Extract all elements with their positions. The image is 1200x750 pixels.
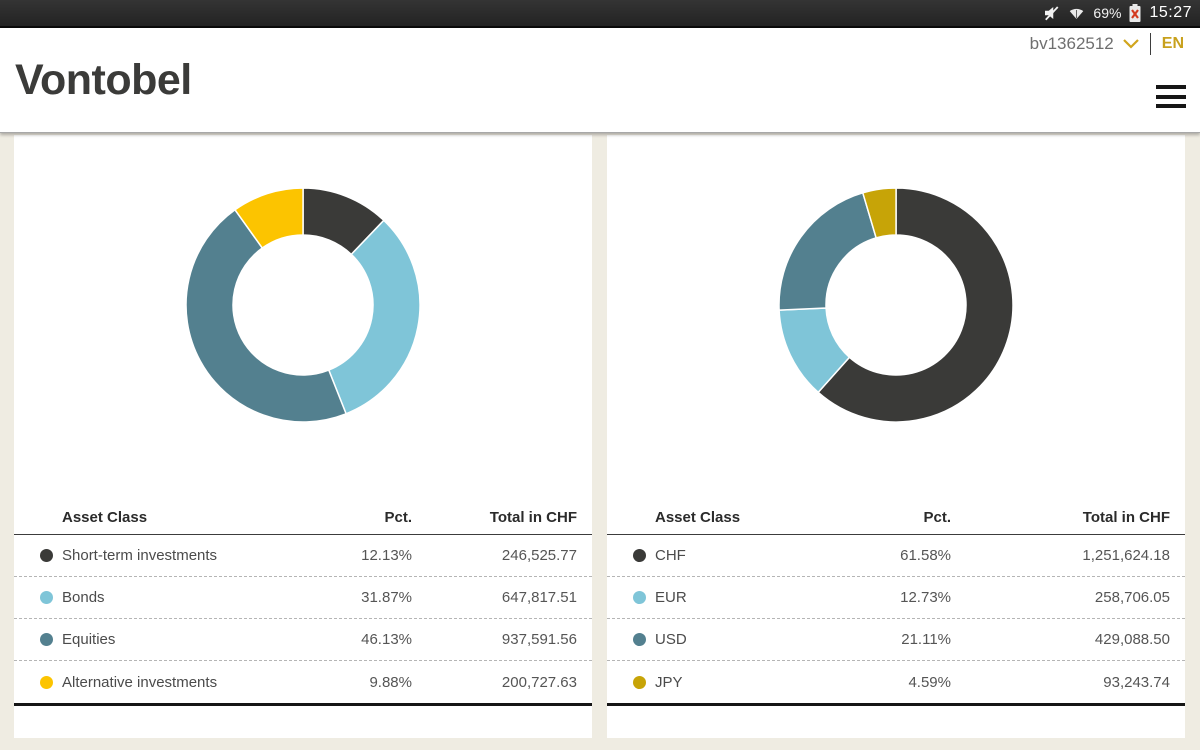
mute-icon [1042,4,1060,22]
row-label: EUR [655,589,687,606]
donut-segment [778,191,878,311]
table-row: Equities 46.13% 937,591.56 [14,619,592,661]
account-id-label: bv1362512 [1029,34,1114,53]
row-label: Bonds [62,589,105,606]
currency-card: Asset Class Pct. Total in CHF CHF 61.58% 1… [607,135,1185,738]
content-area: Asset Class Pct. Total in CHF Short-term… [0,133,1200,750]
row-pct: 4.59% [908,673,951,691]
column-header-pct: Pct. [384,508,412,526]
legend-dot [40,633,53,646]
row-pct: 61.58% [900,547,951,564]
row-label: Alternative investments [62,673,218,691]
table-header: Asset Class Pct. Total in CHF [14,500,592,535]
currency-table: Asset Class Pct. Total in CHF CHF 61.58% 1… [607,500,1185,706]
legend-dot [633,675,646,689]
asset-class-card: Asset Class Pct. Total in CHF Short-term… [14,135,592,738]
table-row: EUR 12.73% 258,706.05 [607,577,1185,619]
app-header: bv1362512 EN Vontobel [0,28,1200,133]
table-row: Bonds 31.87% 647,817.51 [14,577,592,619]
row-pct: 9.88% [369,673,412,691]
row-total: 429,088.50 [1094,631,1170,648]
row-total: 1,251,624.18 [1082,547,1170,564]
row-pct: 12.13% [361,547,412,564]
row-total: 246,525.77 [501,547,577,564]
table-row: USD 21.11% 429,088.50 [607,619,1185,661]
asset-class-donut-chart [185,187,421,423]
chevron-down-icon [1122,39,1139,49]
row-total: 937,591.56 [501,631,577,648]
wifi-icon [1067,4,1086,22]
column-header-asset-class: Asset Class [655,508,741,526]
language-button[interactable]: EN [1161,35,1184,52]
row-total: 200,727.63 [501,673,577,691]
column-header-total: Total in CHF [489,508,577,526]
table-body: CHF 61.58% 1,251,624.18 EUR 12.73% 258,706.05… [607,535,1185,706]
row-pct: 21.11% [901,631,951,648]
row-label: Equities [62,631,116,648]
menu-bar [1156,85,1186,89]
donut-segment [327,219,421,415]
status-bar: 69% 15:27 [0,0,1200,28]
menu-button[interactable] [1156,85,1186,108]
header-divider [1149,33,1151,55]
table-header: Asset Class Pct. Total in CHF [607,500,1185,535]
row-label: Short-term investments [62,547,218,564]
legend-dot [633,591,646,604]
donut-segment [861,187,897,239]
menu-bar [1156,104,1186,108]
row-pct: 46.13% [361,631,412,648]
row-label: CHF [655,547,686,564]
vontobel-logo: Vontobel [15,56,192,104]
row-pct: 12.73% [900,589,951,606]
table-body: Short-term investments 12.13% 246,525.77 Bo… [14,535,592,706]
battery-error-icon [1128,3,1142,23]
clock: 15:27 [1149,4,1192,21]
table-row: Alternative investments 9.88% 200,727.63 [14,661,592,703]
legend-dot [633,549,646,562]
row-total: 647,817.51 [501,589,577,606]
account-selector[interactable]: bv1362512 [1030,34,1139,54]
row-total: 93,243.74 [1103,673,1170,691]
table-row: JPY 4.59% 93,243.74 [607,661,1185,703]
table-row: Short-term investments 12.13% 246,525.77 [14,535,592,577]
currency-donut-chart [778,187,1014,423]
legend-dot [633,633,646,646]
row-pct: 31.87% [361,589,412,606]
account-bar: bv1362512 EN [1030,30,1184,58]
asset-class-table: Asset Class Pct. Total in CHF Short-term… [14,500,592,706]
column-header-pct: Pct. [923,508,951,526]
row-total: 258,706.05 [1094,589,1170,606]
legend-dot [40,549,53,562]
table-row: CHF 61.58% 1,251,624.18 [607,535,1185,577]
donut-segment [233,187,304,250]
legend-dot [40,675,53,689]
legend-dot [40,591,53,604]
column-header-asset-class: Asset Class [62,508,148,526]
row-label: USD [655,631,687,648]
donut-segment [185,208,348,423]
row-label: JPY [655,673,683,691]
menu-bar [1156,94,1186,99]
donut-segment [817,187,1014,423]
battery-percent: 69% [1093,5,1122,21]
column-header-total: Total in CHF [1082,508,1170,526]
